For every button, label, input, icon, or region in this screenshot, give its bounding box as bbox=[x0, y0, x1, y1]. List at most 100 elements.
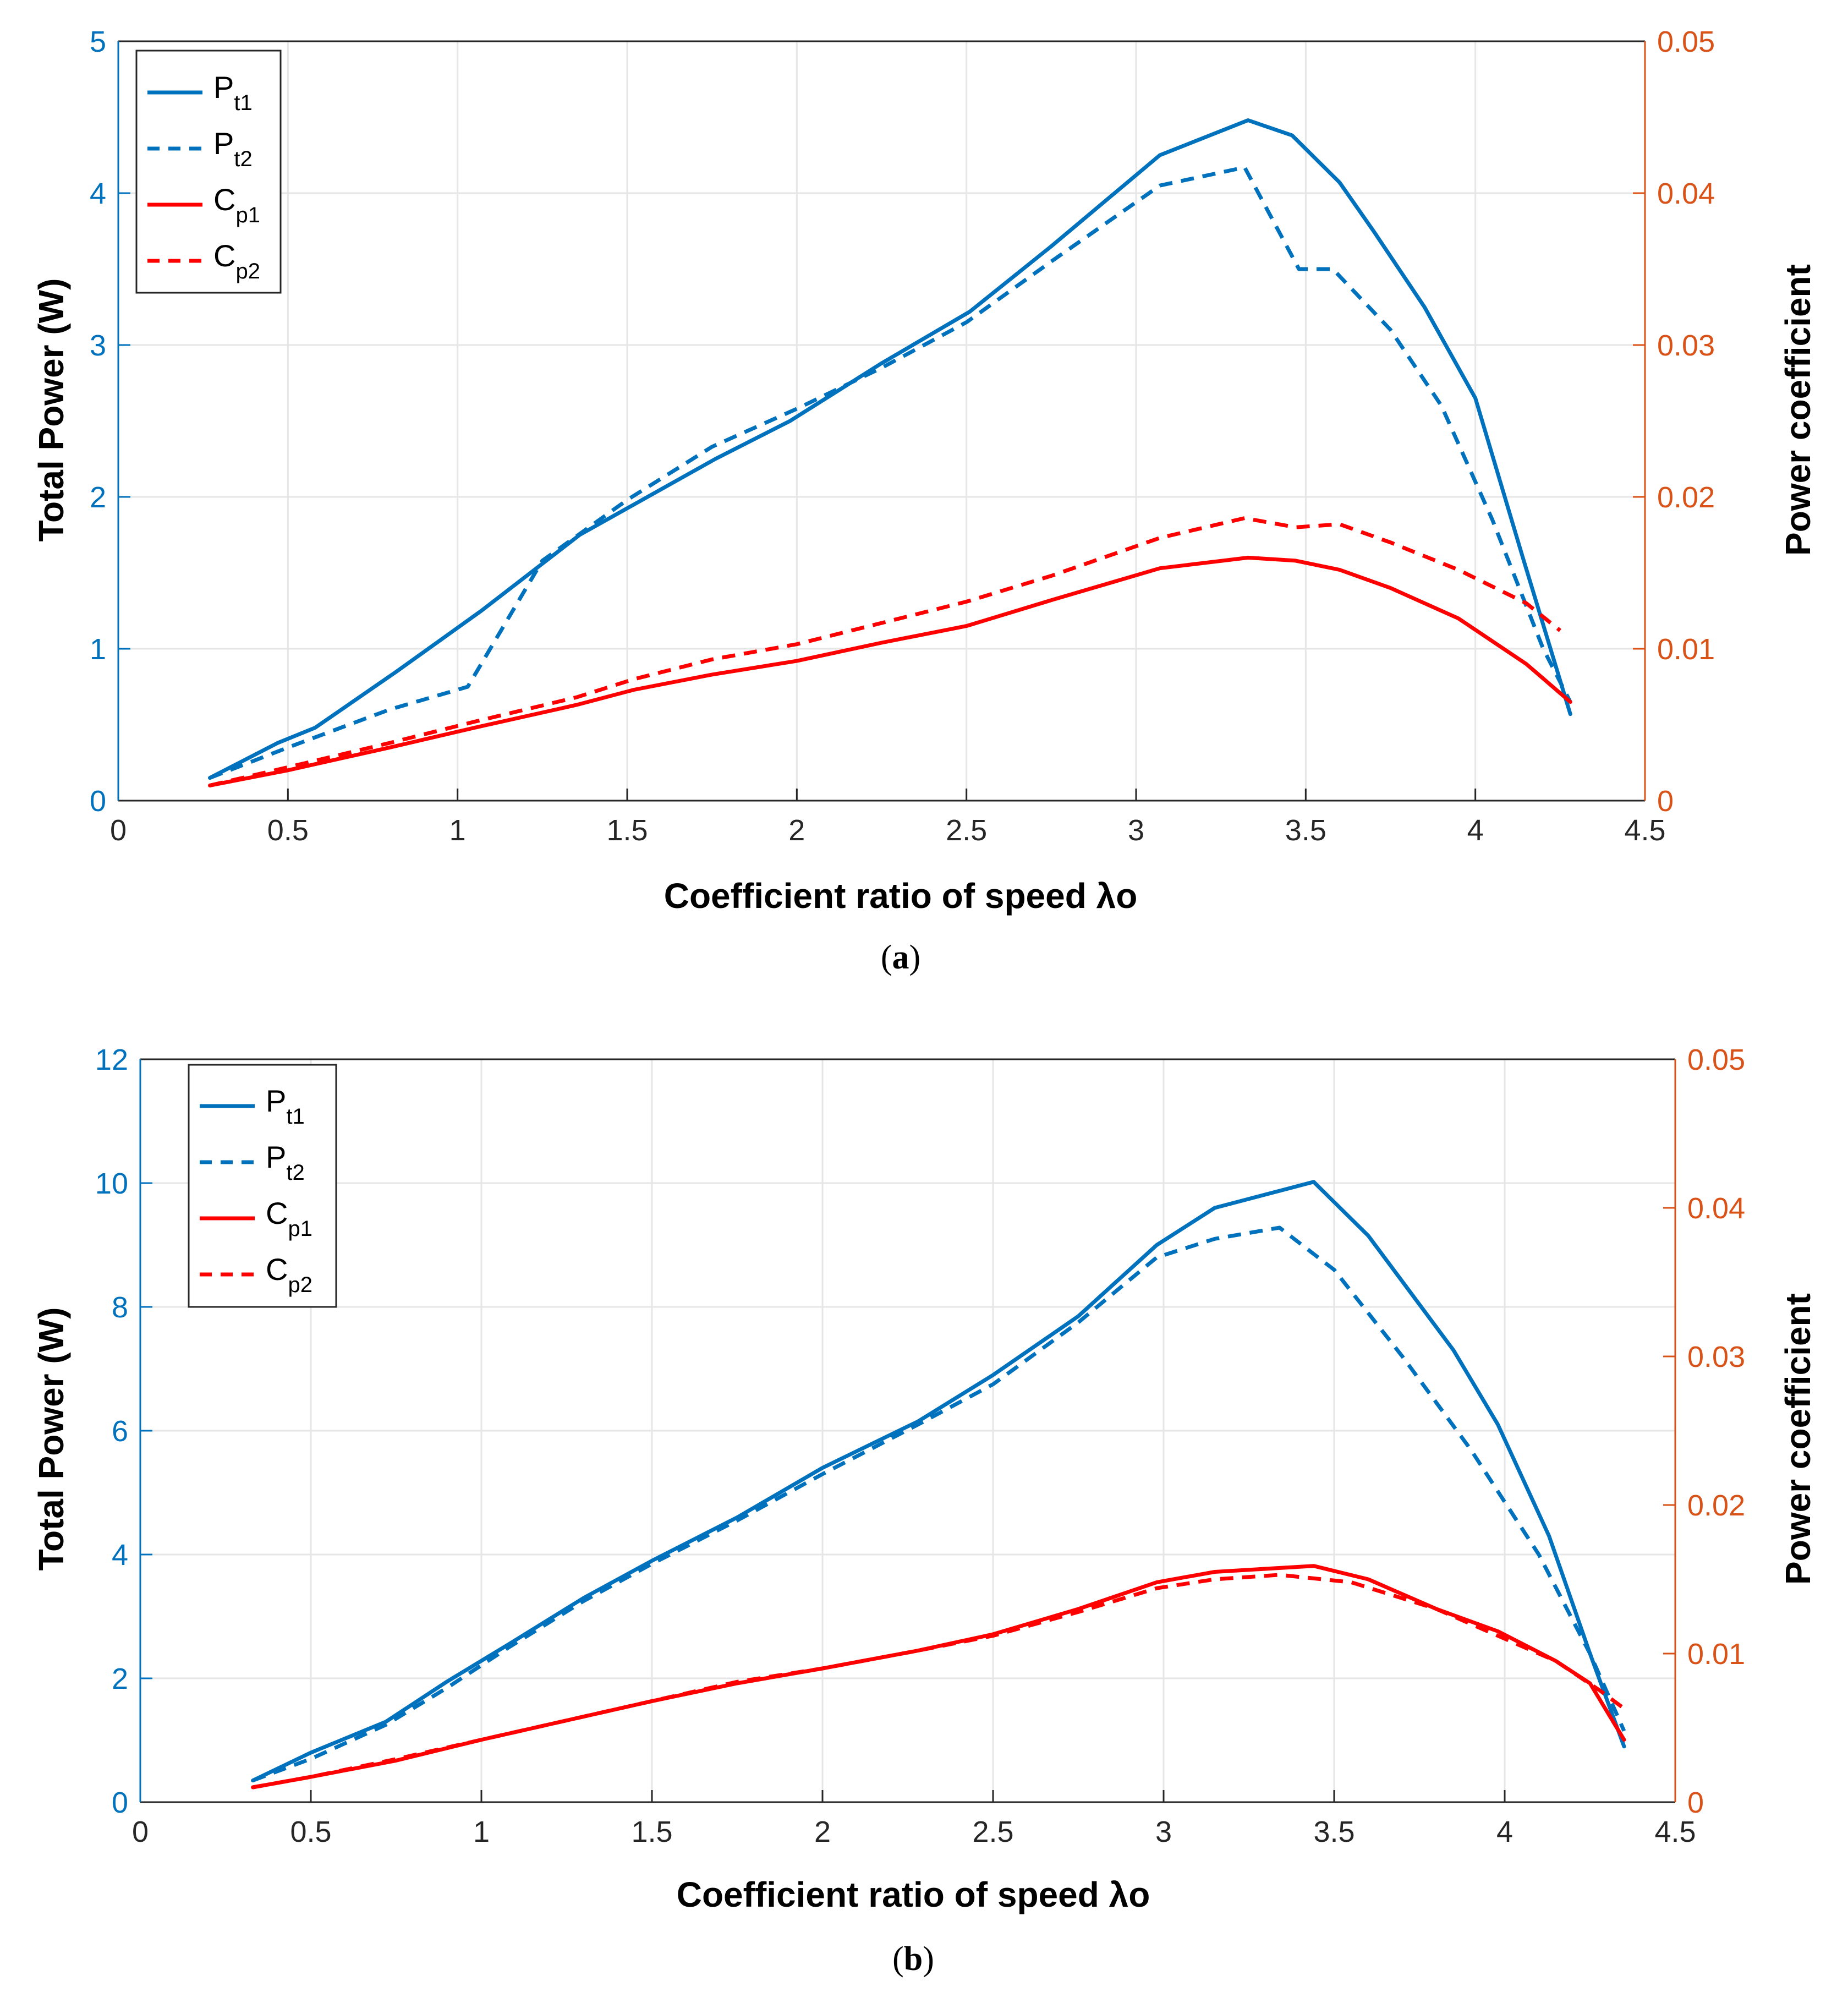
x-tick-label: 3.5 bbox=[1313, 1815, 1355, 1848]
legend-box bbox=[135, 50, 282, 294]
legend-label-cp1: C bbox=[213, 182, 235, 217]
x-tick-label: 1.5 bbox=[631, 1815, 672, 1848]
x-tick-label: 0.5 bbox=[290, 1815, 331, 1848]
legend: Pt1 Pt2 Cp1 Cp2 bbox=[188, 1064, 337, 1308]
y-left-tick-label: 6 bbox=[112, 1415, 128, 1448]
x-tick-label: 4 bbox=[1496, 1815, 1513, 1848]
legend-item-cp2: Cp2 bbox=[200, 1252, 312, 1297]
legend-label-cp1: C bbox=[266, 1196, 288, 1230]
series-line-cp2 bbox=[252, 1573, 1626, 1789]
y-right-tick-labels: 0 0.01 0.02 0.03 0.04 0.05 bbox=[1687, 1043, 1745, 1819]
y-left-tick-label: 4 bbox=[112, 1539, 128, 1572]
y-right-tick-label: 0.04 bbox=[1657, 177, 1715, 210]
panel-letter-a: a bbox=[892, 939, 909, 976]
legend-label-pt2: P bbox=[266, 1140, 286, 1174]
chart-panel-a: 0 0.5 1 1.5 2 2.5 3 3.5 4 4.5 0 1 2 3 4 5 0 0.01 0.02 0.0… bbox=[31, 25, 1818, 976]
x-tick-label: 2 bbox=[788, 814, 805, 847]
panel-letter-b: b bbox=[904, 1940, 923, 1978]
grid-lines bbox=[140, 1059, 1675, 1802]
panel-label-b: (b) bbox=[892, 1940, 934, 1978]
x-tick-label: 0.5 bbox=[267, 814, 309, 847]
y-right-tick-label: 0.03 bbox=[1687, 1340, 1745, 1373]
legend-sub-pt2: t2 bbox=[286, 1161, 304, 1185]
series-lines bbox=[251, 1180, 1626, 1789]
chart-panel-b: 0 0.5 1 1.5 2 2.5 3 3.5 4 4.5 0 2 4 6 8 10 12 0 0.01 0.02… bbox=[31, 1043, 1818, 1978]
y-left-tick-label: 2 bbox=[112, 1662, 128, 1695]
x-tick-labels: 0 0.5 1 1.5 2 2.5 3 3.5 4 4.5 bbox=[110, 814, 1666, 847]
series-line-cp1 bbox=[208, 555, 1572, 787]
legend-sub-cp2: p2 bbox=[288, 1273, 312, 1297]
svg-text:Cp2: Cp2 bbox=[266, 1252, 312, 1297]
y-left-tick-label: 1 bbox=[90, 633, 106, 666]
y-left-tick-label: 12 bbox=[95, 1043, 128, 1076]
grid-lines bbox=[118, 41, 1645, 801]
svg-text:Cp1: Cp1 bbox=[266, 1196, 312, 1241]
y-right-axis-label: Power coefficient bbox=[1778, 1293, 1818, 1585]
x-tick-label: 4 bbox=[1467, 814, 1484, 847]
legend-label-pt2: P bbox=[213, 126, 234, 161]
y-left-tick-label: 5 bbox=[90, 25, 106, 58]
x-tick-label: 4.5 bbox=[1654, 1815, 1696, 1848]
legend-item-pt1: Pt1 bbox=[200, 1083, 305, 1129]
x-axis-label: Coefficient ratio of speed λo bbox=[664, 876, 1138, 916]
legend-sub-cp2: p2 bbox=[235, 259, 260, 283]
y-right-tick-label: 0.01 bbox=[1687, 1638, 1745, 1671]
x-tick-label: 1 bbox=[473, 1815, 490, 1848]
legend-label-pt1: P bbox=[266, 1083, 286, 1118]
legend-item-pt1: Pt1 bbox=[147, 70, 253, 115]
series-line-cp2 bbox=[209, 516, 1561, 787]
y-right-tick-label: 0.02 bbox=[1687, 1489, 1745, 1522]
y-left-tick-labels: 0 2 4 6 8 10 12 bbox=[95, 1043, 128, 1819]
legend-item-cp2: Cp2 bbox=[147, 238, 260, 283]
legend-item-cp1: Cp1 bbox=[147, 182, 260, 227]
series-line-pt1 bbox=[208, 118, 1572, 780]
legend-box bbox=[188, 1064, 337, 1308]
legend-item-pt2: Pt2 bbox=[200, 1140, 305, 1185]
series-line-pt1 bbox=[251, 1180, 1626, 1783]
legend-sub-pt1: t1 bbox=[286, 1104, 304, 1129]
legend-item-pt2: Pt2 bbox=[147, 126, 253, 171]
y-right-tick-labels: 0 0.01 0.02 0.03 0.04 0.05 bbox=[1657, 25, 1715, 818]
y-right-tick-label: 0.05 bbox=[1657, 25, 1715, 58]
legend-item-cp1: Cp1 bbox=[200, 1196, 312, 1241]
y-left-tick-label: 3 bbox=[90, 329, 106, 362]
x-tick-label: 2.5 bbox=[946, 814, 987, 847]
x-tick-label: 2 bbox=[814, 1815, 831, 1848]
svg-text:Pt1: Pt1 bbox=[213, 70, 253, 115]
panel-label-a: (a) bbox=[881, 939, 920, 976]
y-left-tick-label: 0 bbox=[112, 1786, 128, 1819]
legend-sub-cp1: p1 bbox=[235, 203, 260, 227]
y-right-tick-label: 0.01 bbox=[1657, 633, 1715, 666]
x-tick-label: 0 bbox=[132, 1815, 149, 1848]
series-lines bbox=[208, 118, 1572, 787]
x-tick-label: 0 bbox=[110, 814, 127, 847]
legend: Pt1 Pt2 Cp1 Cp2 bbox=[135, 50, 282, 294]
svg-text:Pt2: Pt2 bbox=[266, 1140, 305, 1185]
legend-label-pt1: P bbox=[213, 70, 234, 105]
series-line-pt2 bbox=[209, 165, 1572, 780]
legend-sub-pt1: t1 bbox=[234, 91, 252, 115]
y-right-tick-label: 0.02 bbox=[1657, 481, 1715, 514]
y-right-tick-label: 0.03 bbox=[1657, 329, 1715, 362]
plot-area bbox=[118, 41, 1645, 801]
x-tick-label: 4.5 bbox=[1624, 814, 1665, 847]
x-tick-label: 3 bbox=[1128, 814, 1144, 847]
y-left-tick-label: 4 bbox=[90, 177, 106, 210]
x-tick-label: 3 bbox=[1155, 1815, 1172, 1848]
x-tick-label: 2.5 bbox=[972, 1815, 1013, 1848]
svg-text:Pt1: Pt1 bbox=[266, 1083, 305, 1129]
legend-sub-pt2: t2 bbox=[234, 147, 252, 171]
legend-label-cp2: C bbox=[213, 238, 235, 273]
svg-text:Pt2: Pt2 bbox=[213, 126, 253, 171]
x-tick-label: 1 bbox=[449, 814, 466, 847]
y-right-tick-label: 0 bbox=[1657, 785, 1674, 818]
y-left-axis-label: Total Power (W) bbox=[31, 1307, 71, 1571]
y-right-tick-label: 0 bbox=[1687, 1786, 1704, 1819]
y-left-tick-label: 0 bbox=[90, 785, 106, 818]
x-tick-label: 3.5 bbox=[1285, 814, 1326, 847]
y-right-axis-label: Power coefficient bbox=[1778, 264, 1818, 556]
x-tick-label: 1.5 bbox=[606, 814, 648, 847]
series-line-pt2 bbox=[252, 1225, 1626, 1782]
plot-frame bbox=[139, 1058, 1676, 1803]
